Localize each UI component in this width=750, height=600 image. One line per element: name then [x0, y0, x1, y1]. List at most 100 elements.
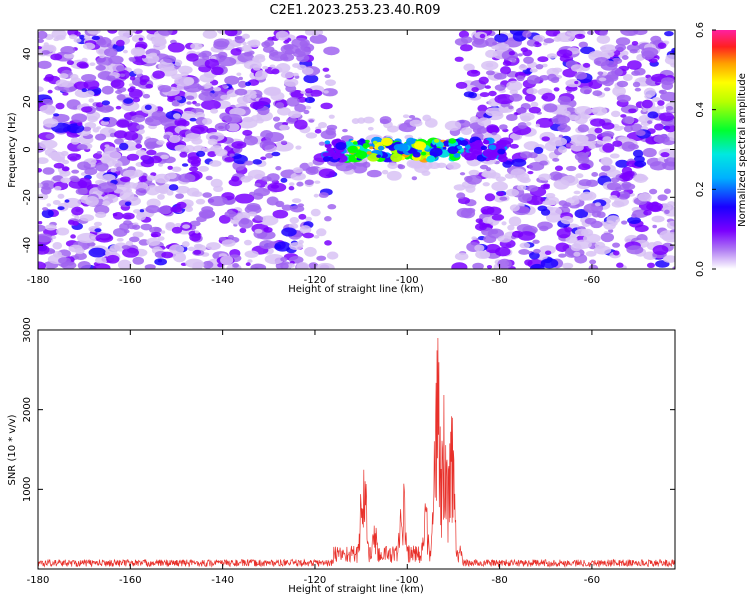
heatmap-cell	[272, 116, 281, 122]
heatmap-cell	[159, 205, 172, 215]
heatmap-cell	[271, 151, 281, 157]
colorbar-gradient	[712, 30, 736, 269]
heatmap-cell	[264, 253, 285, 265]
heatmap-signal-cell	[402, 150, 408, 154]
heatmap-cell	[294, 119, 308, 130]
heatmap-cell	[206, 242, 221, 251]
heatmap-signal-cell	[335, 142, 347, 151]
heatmap-cell	[166, 190, 174, 196]
heatmap-cell	[122, 169, 139, 179]
heatmap-cell	[288, 242, 304, 251]
snr-x-tick-label: -100	[396, 575, 419, 586]
heatmap-cell	[573, 251, 581, 257]
heatmap-cell	[244, 250, 259, 258]
heatmap-cell	[163, 134, 171, 140]
heatmap-cell	[280, 177, 288, 183]
heatmap-cell	[460, 36, 473, 44]
heatmap-cell	[485, 62, 494, 68]
heatmap-cell	[277, 107, 291, 116]
heatmap-cell	[643, 87, 656, 98]
heatmap-cell	[54, 185, 62, 191]
heatmap-cell	[466, 69, 481, 77]
heatmap-cell	[255, 70, 268, 80]
heatmap-cell	[243, 51, 253, 57]
heatmap-cell	[477, 104, 488, 113]
heatmap-cell	[129, 86, 136, 90]
heatmap-cell	[213, 38, 230, 48]
heatmap-signal-cell	[406, 137, 416, 145]
heatmap-cell	[220, 94, 231, 100]
heatmap-cell	[576, 135, 589, 142]
heatmap-cell	[493, 72, 507, 80]
heatmap-cell	[224, 30, 238, 37]
heatmap-cell	[671, 47, 675, 54]
heatmap-cell	[664, 31, 674, 37]
heatmap-signal-cell	[322, 156, 331, 162]
heatmap-cell	[253, 187, 270, 197]
heatmap-cell	[537, 56, 549, 63]
heatmap-cell	[494, 33, 509, 43]
heatmap-cell	[146, 237, 161, 246]
heatmap-signal-cell	[352, 141, 358, 145]
heatmap-cell	[81, 57, 88, 63]
heatmap-cell	[485, 107, 504, 117]
heatmap-cell	[565, 235, 578, 244]
heatmap-cell	[555, 242, 570, 253]
heatmap-cell	[465, 207, 476, 214]
heatmap-cell	[304, 88, 313, 94]
heatmap-cell	[174, 95, 183, 101]
heatmap-cell	[140, 154, 151, 161]
heatmap-cell	[616, 262, 624, 268]
heatmap-cell	[93, 263, 111, 269]
heatmap-cell	[243, 106, 250, 110]
heatmap-cell	[160, 154, 170, 160]
heatmap-cell	[524, 259, 533, 266]
heatmap-cell	[110, 167, 117, 173]
heatmap-y-tick-label: 20	[22, 95, 33, 108]
heatmap-cell	[57, 206, 65, 211]
heatmap-cell	[94, 204, 110, 215]
heatmap-cell	[160, 230, 166, 234]
heatmap-cell	[320, 130, 337, 140]
heatmap-cell	[548, 136, 568, 147]
heatmap-cell	[454, 252, 469, 261]
heatmap-cell	[101, 174, 116, 182]
heatmap-cell	[557, 95, 572, 105]
heatmap-cell	[649, 161, 667, 171]
heatmap-cell	[578, 41, 589, 49]
heatmap-x-axis-label: Height of straight line (km)	[288, 284, 424, 295]
heatmap-cell	[553, 87, 560, 92]
heatmap-cell	[509, 143, 519, 149]
heatmap-signal-cell	[390, 153, 403, 163]
heatmap-cell	[94, 228, 102, 233]
heatmap-cell	[190, 159, 201, 167]
heatmap-cell	[43, 182, 49, 187]
heatmap-cell	[136, 124, 145, 130]
colorbar: 0.0 0.2 0.4 0.6 Normalized spectral amplitu…	[695, 22, 748, 277]
heatmap-cell	[210, 178, 223, 188]
heatmap-cell	[49, 249, 56, 254]
heatmap-cell	[264, 131, 285, 143]
heatmap-cell	[617, 191, 631, 200]
heatmap-cell	[156, 140, 165, 145]
heatmap-cell	[544, 250, 552, 256]
heatmap-cell	[379, 118, 390, 125]
heatmap-cell	[247, 259, 253, 263]
heatmap-signal-cell	[327, 150, 336, 157]
snr-y-tick-label: 1000	[22, 477, 33, 502]
heatmap-cell	[257, 230, 276, 240]
heatmap-cell	[517, 231, 536, 241]
heatmap-cell	[316, 255, 327, 261]
heatmap-cell	[616, 94, 631, 103]
heatmap-cell	[101, 85, 114, 95]
heatmap-cell	[68, 179, 88, 189]
heatmap-cell	[132, 182, 149, 191]
heatmap-cell	[318, 168, 336, 179]
heatmap-cell	[83, 79, 100, 90]
heatmap-cell	[77, 161, 91, 171]
heatmap-cell	[52, 175, 64, 182]
heatmap-cell	[283, 78, 299, 87]
heatmap-signal-cell	[365, 139, 370, 144]
heatmap-cell	[591, 171, 599, 177]
heatmap-cell	[238, 76, 243, 81]
